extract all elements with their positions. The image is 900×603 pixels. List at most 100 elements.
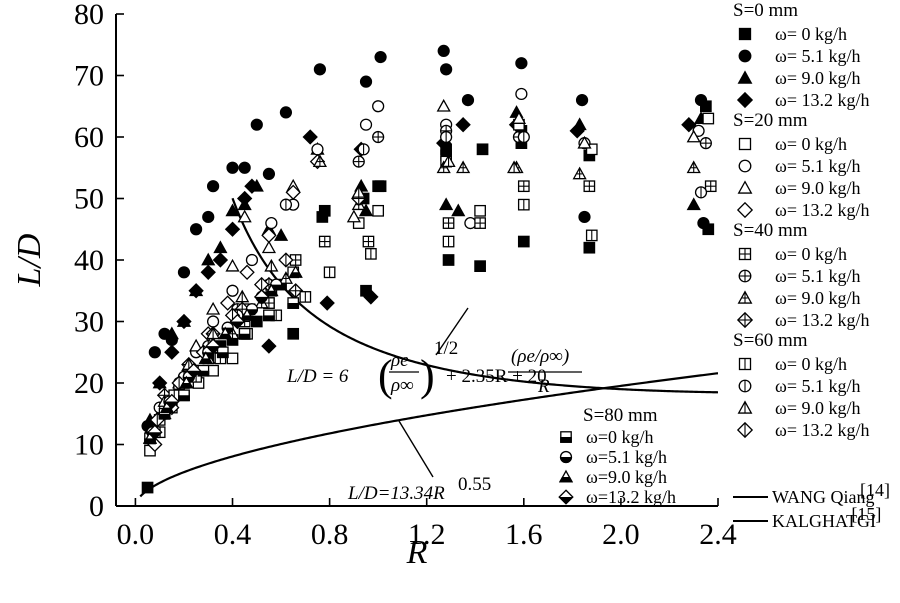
point-s-0-mm-5-1-kg-h bbox=[177, 266, 191, 279]
legend-entry-label: ω= 5.1 kg/h bbox=[775, 376, 861, 396]
legend-marker bbox=[738, 27, 752, 41]
point-s-60-mm-0-kg-h bbox=[517, 198, 530, 211]
legend-marker bbox=[738, 269, 752, 283]
point-s-0-mm-5-1-kg-h bbox=[202, 210, 215, 224]
wang-formula-middle: + 2.35R + 20 bbox=[446, 366, 547, 387]
point-s-80-mm-13-2-kg-h bbox=[229, 313, 246, 330]
legend-marker bbox=[736, 91, 754, 109]
point-s-80-mm-9-0-kg-h bbox=[264, 283, 279, 297]
point-s-0-mm-13-2-kg-h bbox=[302, 129, 318, 145]
curve-kalghatgi bbox=[139, 372, 718, 498]
point-s-0-mm-5-1-kg-h bbox=[575, 93, 589, 107]
legend-group-header: S=60 mm bbox=[733, 330, 808, 351]
point-s-60-mm-0-kg-h bbox=[323, 266, 336, 279]
legend-entry-label: ω= 0 kg/h bbox=[775, 24, 847, 44]
kalghatgi-formula-text: L/D=13.34R bbox=[347, 483, 445, 504]
point-s-60-mm-9-0-kg-h bbox=[441, 154, 456, 168]
point-s-0-mm-9-0-kg-h bbox=[358, 203, 374, 217]
inset-legend-marker bbox=[558, 489, 574, 505]
legend-line-label: KALGHATGI bbox=[772, 511, 876, 531]
legend-entry-label: ω= 0 kg/h bbox=[775, 244, 847, 264]
point-s-20-mm-9-0-kg-h bbox=[261, 240, 277, 254]
point-s-80-mm-9-0-kg-h bbox=[198, 351, 213, 364]
point-s-40-mm-0-kg-h bbox=[442, 217, 455, 229]
point-s-80-mm-9-0-kg-h bbox=[218, 326, 233, 340]
x-tick-label: 1.6 bbox=[505, 518, 543, 551]
point-s-40-mm-9-0-kg-h bbox=[278, 271, 294, 284]
point-s-20-mm-0-kg-h bbox=[372, 204, 385, 217]
point-s-0-mm-0-kg-h bbox=[374, 180, 387, 193]
point-s-0-mm-9-0-kg-h bbox=[201, 252, 216, 266]
y-tick-label: 0 bbox=[89, 490, 104, 523]
point-s-60-mm-5-1-kg-h bbox=[440, 130, 453, 144]
x-tick-label: 2.0 bbox=[602, 518, 640, 551]
point-s-40-mm-5-1-kg-h bbox=[352, 155, 365, 168]
wang-formula-power: 1/2 bbox=[434, 338, 458, 359]
point-s-80-mm-13-2-kg-h bbox=[147, 424, 163, 440]
point-s-40-mm-0-kg-h bbox=[704, 180, 717, 193]
point-s-0-mm-13-2-kg-h bbox=[212, 252, 229, 268]
point-s-0-mm-5-1-kg-h bbox=[694, 93, 708, 107]
data-points bbox=[141, 44, 717, 494]
wang-formula-rho-inf: ρ∞ bbox=[390, 375, 414, 396]
legend-entry-label: ω= 9.0 kg/h bbox=[775, 68, 861, 88]
wang-formula-leader bbox=[435, 307, 469, 356]
point-s-40-mm-9-0-kg-h bbox=[686, 160, 701, 174]
point-s-0-mm-13-2-kg-h bbox=[236, 190, 253, 207]
point-s-0-mm-0-kg-h bbox=[476, 143, 489, 156]
inset-legend-marker bbox=[559, 450, 573, 464]
right-legend: S=0 mmω= 0 kg/hω= 5.1 kg/hω= 9.0 kg/hω= … bbox=[733, 0, 890, 531]
point-s-0-mm-0-kg-h bbox=[442, 254, 455, 266]
legend-marker bbox=[738, 49, 752, 63]
point-s-0-mm-0-kg-h bbox=[318, 204, 331, 217]
point-s-0-mm-5-1-kg-h bbox=[148, 346, 161, 359]
point-s-20-mm-5-1-kg-h bbox=[265, 216, 278, 230]
point-s-0-mm-5-1-kg-h bbox=[226, 161, 239, 174]
point-s-0-mm-9-0-kg-h bbox=[686, 197, 701, 211]
point-s-0-mm-5-1-kg-h bbox=[206, 180, 220, 193]
inset-legend-s80: S=80 mmω=0 kg/hω=5.1 kg/hω=9.0 kg/hω=13.… bbox=[558, 405, 676, 507]
point-s-0-mm-5-1-kg-h bbox=[313, 63, 327, 76]
point-s-0-mm-13-2-kg-h bbox=[569, 123, 585, 139]
legend-marker bbox=[738, 379, 752, 393]
point-s-20-mm-5-1-kg-h bbox=[245, 253, 259, 267]
legend-entry-label: ω= 13.2 kg/h bbox=[775, 420, 870, 440]
point-s-0-mm-5-1-kg-h bbox=[374, 50, 387, 64]
wang-formula-prefix: L/D = 6 bbox=[286, 366, 349, 387]
legend-marker bbox=[738, 159, 752, 173]
point-s-0-mm-13-2-kg-h bbox=[261, 338, 277, 354]
point-s-40-mm-0-kg-h bbox=[583, 180, 596, 193]
point-s-20-mm-0-kg-h bbox=[352, 217, 365, 229]
legend-entry-label: ω= 9.0 kg/h bbox=[775, 398, 861, 418]
y-tick-label: 60 bbox=[74, 121, 104, 154]
y-tick-label: 80 bbox=[74, 0, 104, 31]
point-s-80-mm-13-2-kg-h bbox=[164, 393, 180, 410]
x-tick-label: 1.2 bbox=[408, 518, 446, 551]
y-ticks: 0 10 20 30 40 50 60 70 80 bbox=[74, 0, 124, 523]
y-tick-label: 40 bbox=[74, 244, 104, 277]
point-s-80-mm-9-0-kg-h bbox=[288, 264, 303, 278]
point-s-60-mm-0-kg-h bbox=[299, 291, 312, 303]
point-s-0-mm-0-kg-h bbox=[141, 481, 154, 494]
point-s-20-mm-5-1-kg-h bbox=[359, 118, 373, 131]
point-s-0-mm-5-1-kg-h bbox=[461, 93, 475, 107]
legend-entry-label: ω= 13.2 kg/h bbox=[775, 200, 870, 220]
legend-marker bbox=[737, 180, 753, 194]
kalghatgi-formula-power: 0.55 bbox=[458, 474, 491, 495]
point-s-0-mm-9-0-kg-h bbox=[213, 240, 228, 254]
inset-legend-label: ω=0 kg/h bbox=[586, 427, 654, 447]
x-axis-title: R bbox=[406, 534, 428, 571]
point-s-60-mm-9-0-kg-h bbox=[235, 289, 250, 303]
point-s-20-mm-5-1-kg-h bbox=[206, 315, 220, 328]
legend-entry-label: ω= 5.1 kg/h bbox=[775, 156, 861, 176]
point-s-0-mm-13-2-kg-h bbox=[319, 295, 335, 311]
legend-marker bbox=[738, 137, 752, 151]
y-tick-label: 50 bbox=[74, 183, 104, 216]
point-s-0-mm-0-kg-h bbox=[250, 315, 263, 328]
point-s-80-mm-0-kg-h bbox=[216, 346, 229, 359]
legend-group-header: S=0 mm bbox=[733, 0, 798, 21]
point-s-40-mm-9-0-kg-h bbox=[572, 166, 587, 180]
point-s-20-mm-5-1-kg-h bbox=[515, 87, 528, 101]
point-s-0-mm-9-0-kg-h bbox=[451, 203, 466, 217]
